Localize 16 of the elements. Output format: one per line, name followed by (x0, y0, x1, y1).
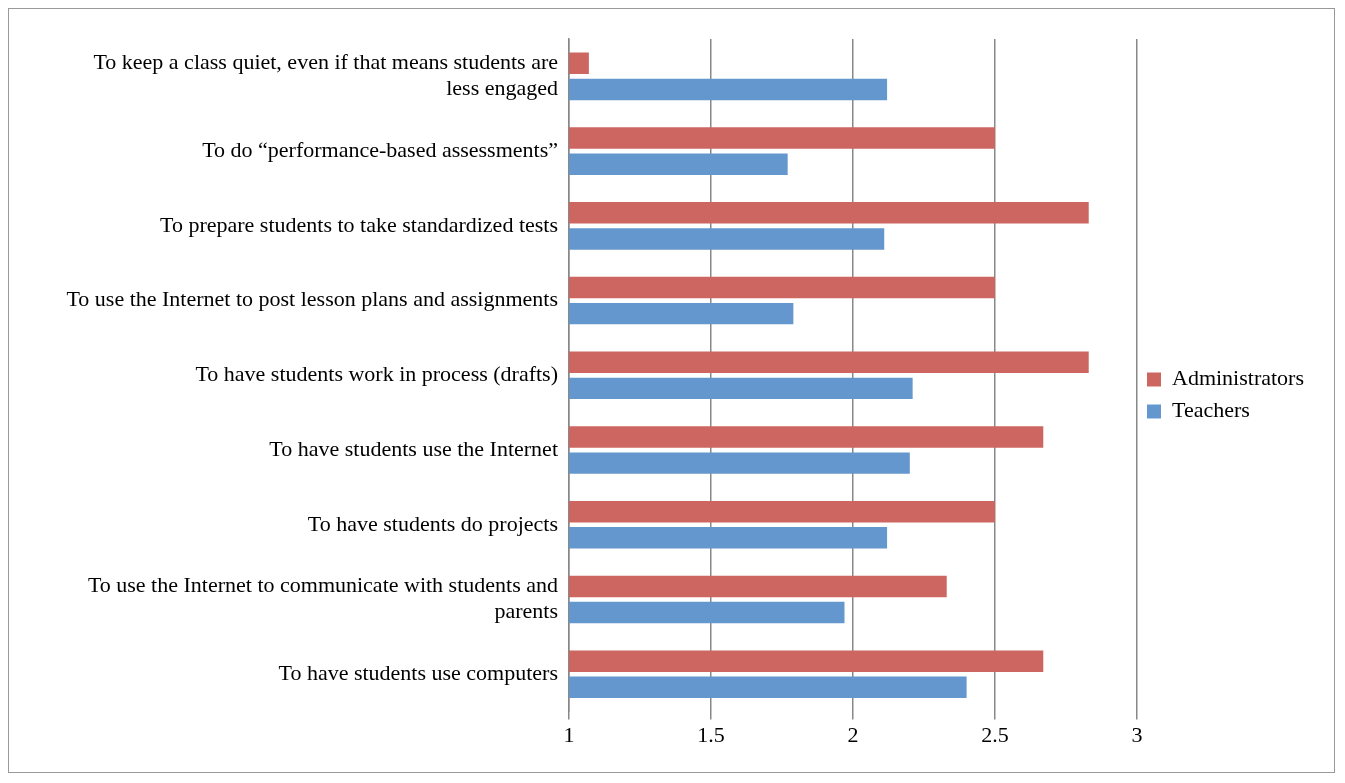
legend-label: Administrators (1172, 365, 1305, 391)
y-tick-label: To do “performance-based assessments” (202, 136, 558, 162)
x-tick-label: 2.5 (981, 721, 1009, 747)
y-tick-label: To have students use the Internet (269, 435, 558, 461)
x-tick-label: 1.5 (697, 721, 725, 747)
y-tick-label: To have students do projects (307, 510, 558, 536)
y-tick-label: To use the Internet to communicate with students and parents (87, 572, 558, 624)
y-tick-label: To have students use computers (278, 660, 558, 686)
x-tick-label: 3 (1131, 721, 1143, 747)
y-tick-label: To keep a class quiet, even if that means students are less engaged (93, 48, 558, 101)
x-tick-label: 2 (847, 721, 859, 747)
legend-label: Teachers (1172, 397, 1250, 423)
y-tick-label: To use the Internet to post lesson plans and assignments (66, 286, 558, 312)
y-tick-label: To have students work in process (drafts) (195, 361, 558, 387)
y-tick-label: To prepare students to take standardized tests (160, 211, 558, 237)
x-tick-label: 1 (563, 721, 575, 747)
